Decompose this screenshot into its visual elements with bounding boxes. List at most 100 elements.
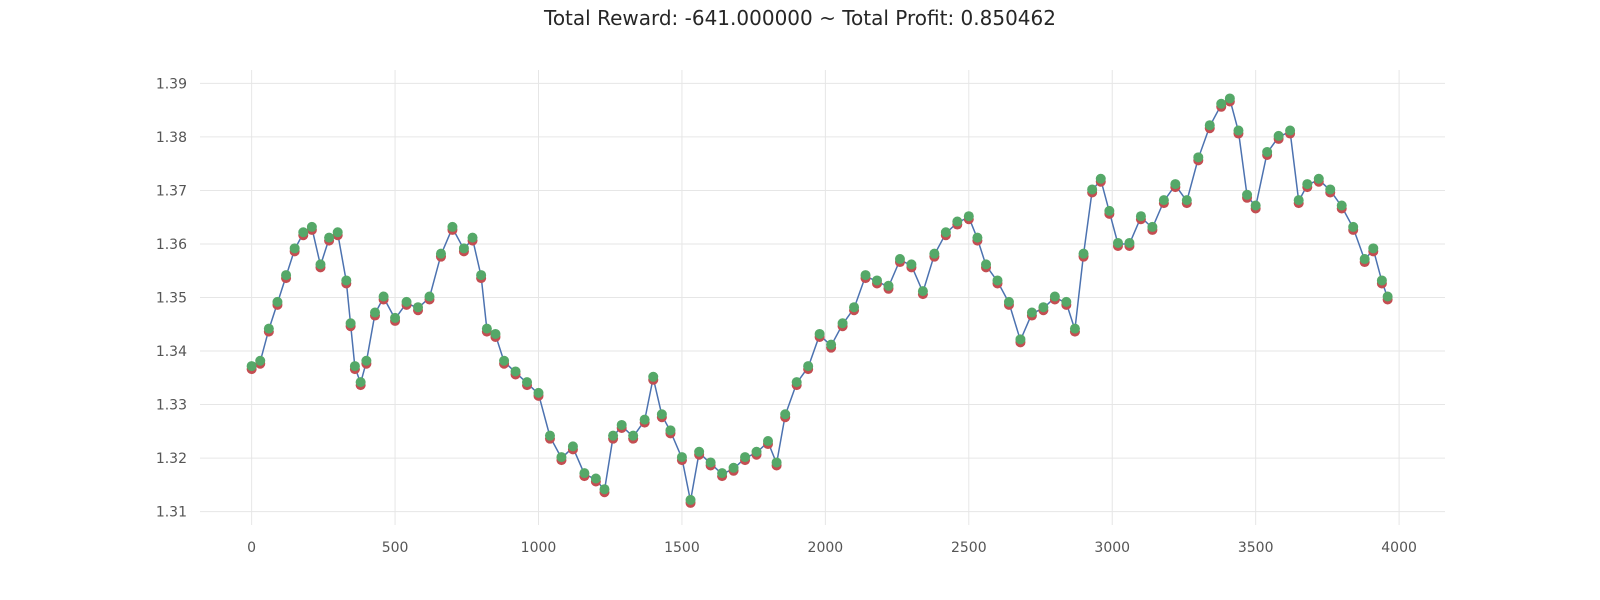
long-position-marker bbox=[1368, 243, 1379, 254]
long-position-marker bbox=[1262, 146, 1273, 157]
long-position-marker bbox=[860, 270, 871, 281]
long-position-marker bbox=[476, 270, 487, 281]
long-position-marker bbox=[751, 446, 762, 457]
long-position-marker bbox=[728, 462, 739, 473]
long-position-marker bbox=[1348, 221, 1359, 232]
long-position-marker bbox=[424, 291, 435, 302]
y-tick-label: 1.34 bbox=[156, 344, 187, 360]
long-position-marker bbox=[1147, 221, 1158, 232]
long-position-marker bbox=[826, 339, 837, 350]
long-position-marker bbox=[656, 409, 667, 420]
long-position-marker bbox=[263, 323, 274, 334]
long-position-marker bbox=[676, 452, 687, 463]
long-position-marker bbox=[1181, 195, 1192, 206]
long-position-marker bbox=[1242, 189, 1253, 200]
long-position-marker bbox=[992, 275, 1003, 286]
long-position-marker bbox=[315, 259, 326, 270]
x-tick-label: 0 bbox=[247, 540, 256, 556]
y-tick-label: 1.38 bbox=[156, 130, 187, 146]
x-tick-label: 1500 bbox=[664, 540, 700, 556]
long-position-marker bbox=[1158, 195, 1169, 206]
x-tick-label: 500 bbox=[382, 540, 409, 556]
long-position-marker bbox=[390, 312, 401, 323]
long-position-marker bbox=[499, 355, 510, 366]
long-position-marker bbox=[849, 302, 860, 313]
x-tick-label: 2000 bbox=[808, 540, 844, 556]
long-position-marker bbox=[1069, 323, 1080, 334]
x-tick-label: 3000 bbox=[1094, 540, 1130, 556]
long-position-marker bbox=[872, 275, 883, 286]
long-position-marker bbox=[616, 419, 627, 430]
y-tick-label: 1.36 bbox=[156, 237, 187, 253]
long-position-marker bbox=[289, 243, 300, 254]
long-position-marker bbox=[1313, 173, 1324, 184]
long-position-marker bbox=[694, 446, 705, 457]
long-position-marker bbox=[894, 254, 905, 265]
long-position-marker bbox=[413, 302, 424, 313]
long-position-marker bbox=[929, 248, 940, 259]
y-tick-label: 1.32 bbox=[156, 451, 187, 467]
long-position-marker bbox=[467, 232, 478, 243]
long-position-marker bbox=[791, 377, 802, 388]
long-position-marker bbox=[355, 377, 366, 388]
y-tick-label: 1.37 bbox=[156, 183, 187, 199]
long-position-marker bbox=[522, 377, 533, 388]
long-position-marker bbox=[1104, 205, 1115, 216]
y-tick-label: 1.39 bbox=[156, 76, 187, 92]
long-position-marker bbox=[685, 494, 696, 505]
y-tick-label: 1.33 bbox=[156, 398, 187, 414]
long-position-marker bbox=[981, 259, 992, 270]
long-position-marker bbox=[298, 227, 309, 238]
y-tick-label: 1.35 bbox=[156, 291, 187, 307]
long-position-marker bbox=[717, 468, 728, 479]
long-position-marker bbox=[963, 211, 974, 222]
long-position-marker bbox=[481, 323, 492, 334]
x-tick-label: 4000 bbox=[1381, 540, 1417, 556]
long-position-marker bbox=[771, 457, 782, 468]
long-position-marker bbox=[1382, 291, 1393, 302]
long-position-marker bbox=[1078, 248, 1089, 259]
long-position-marker bbox=[1325, 184, 1336, 195]
long-position-marker bbox=[1336, 200, 1347, 211]
long-position-marker bbox=[255, 355, 266, 366]
long-position-marker bbox=[837, 318, 848, 329]
long-position-marker bbox=[906, 259, 917, 270]
long-position-marker bbox=[599, 484, 610, 495]
long-position-marker bbox=[628, 430, 639, 441]
long-position-marker bbox=[272, 296, 283, 307]
long-position-marker bbox=[1359, 254, 1370, 265]
long-position-marker bbox=[341, 275, 352, 286]
long-position-marker bbox=[648, 371, 659, 382]
long-position-marker bbox=[1204, 120, 1215, 131]
chart-title: Total Reward: -641.000000 ~ Total Profit… bbox=[544, 6, 1056, 30]
long-position-marker bbox=[1273, 130, 1284, 141]
long-position-marker bbox=[567, 441, 578, 452]
long-position-marker bbox=[1233, 125, 1244, 136]
long-position-marker bbox=[1124, 237, 1135, 248]
long-position-marker bbox=[972, 232, 983, 243]
long-position-marker bbox=[740, 452, 751, 463]
long-position-marker bbox=[940, 227, 951, 238]
long-position-marker bbox=[814, 328, 825, 339]
long-position-marker bbox=[332, 227, 343, 238]
long-position-marker bbox=[1193, 152, 1204, 163]
long-position-marker bbox=[1224, 93, 1235, 104]
long-position-marker bbox=[952, 216, 963, 227]
long-position-marker bbox=[435, 248, 446, 259]
x-tick-label: 2500 bbox=[951, 540, 987, 556]
x-tick-label: 1000 bbox=[521, 540, 557, 556]
long-position-marker bbox=[458, 243, 469, 254]
long-position-marker bbox=[1049, 291, 1060, 302]
long-position-marker bbox=[780, 409, 791, 420]
long-position-marker bbox=[510, 366, 521, 377]
long-position-marker bbox=[1015, 334, 1026, 345]
long-position-marker bbox=[369, 307, 380, 318]
long-position-marker bbox=[246, 361, 257, 372]
long-position-marker bbox=[1026, 307, 1037, 318]
long-position-marker bbox=[608, 430, 619, 441]
long-position-marker bbox=[1250, 200, 1261, 211]
long-position-marker bbox=[1285, 125, 1296, 136]
x-tick-label: 3500 bbox=[1238, 540, 1274, 556]
